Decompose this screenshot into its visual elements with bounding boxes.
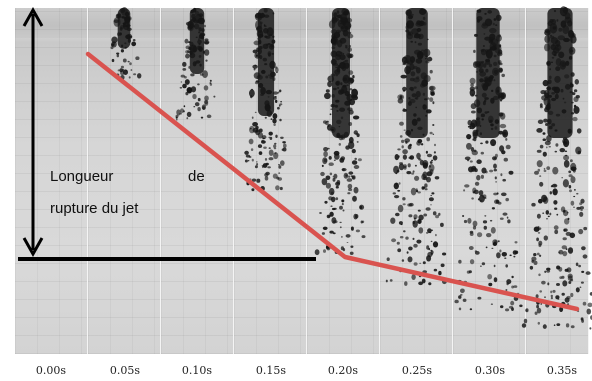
time-label-2: 0.10s — [181, 364, 213, 377]
jet-plume-3 — [244, 8, 287, 192]
time-label-6: 0.30s — [474, 364, 506, 377]
time-label-5: 0.25s — [401, 364, 433, 377]
caption-line-1: Longueur de — [50, 168, 205, 185]
jet-plume-5 — [385, 8, 447, 286]
time-label-1: 0.05s — [109, 364, 141, 377]
breakup-length-arrow — [22, 6, 44, 258]
breakup-trend-line — [85, 51, 580, 312]
time-label-0: 0.00s — [35, 364, 67, 377]
jet-plume-4 — [314, 8, 366, 256]
jet-plume-2 — [175, 7, 216, 121]
jet-plume-1 — [110, 6, 142, 80]
caption-word-de: de — [188, 168, 205, 185]
jet-plume-7 — [521, 6, 592, 330]
frame-0 — [15, 8, 88, 354]
time-label-7: 0.35s — [546, 364, 578, 377]
time-label-4: 0.20s — [327, 364, 359, 377]
jet-plume-6 — [454, 8, 523, 312]
jet-plumes — [110, 6, 592, 330]
caption-word-longueur: Longueur — [50, 168, 114, 185]
time-label-3: 0.15s — [255, 364, 287, 377]
frame-6 — [453, 8, 526, 354]
caption-line-2: rupture du jet — [50, 200, 139, 217]
